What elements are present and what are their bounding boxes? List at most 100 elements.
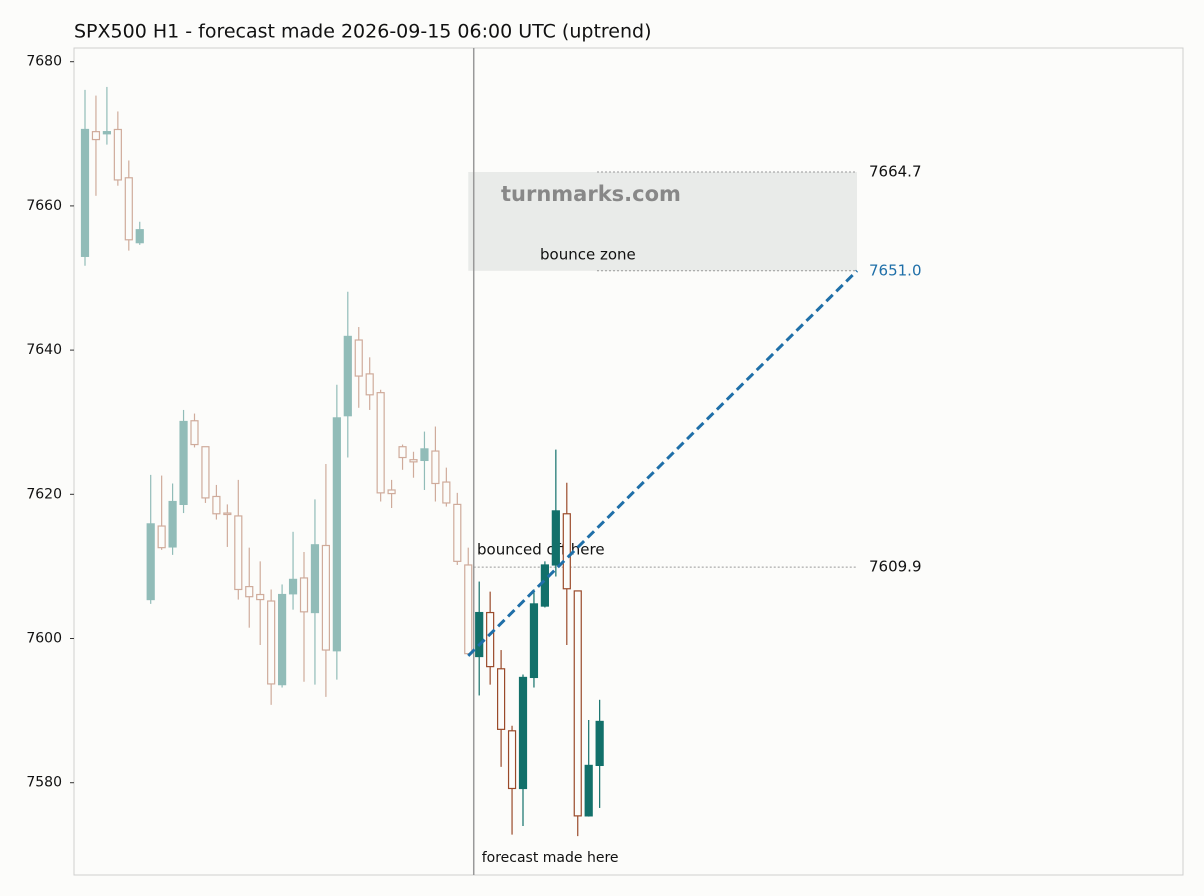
candle <box>431 426 440 502</box>
candle <box>168 483 177 555</box>
candle <box>135 221 144 245</box>
candle-body <box>518 676 528 790</box>
candle-body <box>146 523 155 601</box>
candle <box>573 590 582 837</box>
candle-body <box>179 420 188 506</box>
candle <box>453 492 462 565</box>
candle-body <box>551 510 560 566</box>
candle <box>507 725 517 835</box>
candle-body <box>442 481 451 504</box>
candle-body <box>157 525 166 549</box>
zone-label: bounce zone <box>540 245 636 263</box>
candle <box>584 719 593 817</box>
candle <box>475 581 484 696</box>
candle <box>442 467 451 507</box>
candle-body <box>354 339 363 377</box>
candle-body <box>310 544 320 614</box>
candle-body <box>168 500 177 548</box>
y-tick-label: 7660 <box>26 198 62 214</box>
candle <box>387 479 396 509</box>
candle <box>288 531 298 610</box>
candle-body <box>80 128 90 257</box>
candle-body <box>212 495 221 515</box>
candle <box>562 482 571 645</box>
candle-body <box>190 420 199 446</box>
candle <box>91 95 101 196</box>
candle <box>278 584 287 688</box>
candle-body <box>562 513 571 590</box>
candle <box>518 674 528 826</box>
candle-body <box>321 544 330 651</box>
candle-body <box>102 131 112 135</box>
candle-body <box>256 593 265 601</box>
candle-body <box>278 593 287 686</box>
candle <box>113 111 122 186</box>
candle <box>365 357 374 410</box>
candle-body <box>201 446 210 499</box>
y-tick-label: 7600 <box>26 631 62 647</box>
candle <box>102 86 112 145</box>
candle-body <box>343 335 352 417</box>
candle-body <box>464 564 473 655</box>
y-tick-label: 7680 <box>26 54 62 70</box>
candle <box>80 89 90 266</box>
candle <box>529 589 539 688</box>
candle-body <box>245 585 254 598</box>
candle <box>354 327 363 408</box>
candle <box>124 160 133 251</box>
y-tick-label: 7640 <box>26 342 62 358</box>
candle <box>595 699 604 808</box>
y-tick-label: 7580 <box>26 775 62 791</box>
candle-body <box>398 446 407 459</box>
candle <box>376 389 385 502</box>
watermark: turnmarks.com <box>501 182 681 206</box>
candle-body <box>540 564 550 607</box>
candle <box>234 479 243 600</box>
candle-body <box>234 515 243 591</box>
candle <box>343 291 352 458</box>
y-tick-label: 7620 <box>26 486 62 502</box>
candle <box>299 551 309 682</box>
candle-body <box>387 489 396 495</box>
candle-body <box>223 512 232 516</box>
candle <box>310 499 320 685</box>
candle <box>332 384 341 680</box>
candle-body <box>365 373 374 396</box>
bounce-value-label: 7609.9 <box>869 558 922 576</box>
candle-body <box>409 459 418 463</box>
candle-body <box>507 730 517 790</box>
candle-body <box>529 603 539 679</box>
candle <box>190 413 199 448</box>
candle <box>551 449 560 577</box>
forecast-label: forecast made here <box>482 850 619 866</box>
candle-body <box>135 229 144 244</box>
candle <box>201 446 210 503</box>
candle-body <box>431 450 440 485</box>
candle-body <box>288 578 298 595</box>
candle-body <box>124 177 133 241</box>
candle <box>420 431 429 490</box>
candle <box>212 484 221 520</box>
candle-body <box>453 503 462 562</box>
candle <box>409 451 418 478</box>
candle-body <box>332 417 341 652</box>
candle <box>321 464 330 697</box>
candle-body <box>376 392 385 494</box>
candle <box>256 561 265 645</box>
candle-body <box>584 764 593 817</box>
candle-body <box>595 720 604 767</box>
candle-body <box>299 577 309 613</box>
bounce-label: bounced off here <box>477 541 605 559</box>
candle <box>497 650 506 767</box>
candle-body <box>486 611 495 668</box>
candle-body <box>113 128 122 181</box>
candle <box>398 444 407 470</box>
candle <box>157 475 166 550</box>
candle <box>179 409 188 514</box>
target-label: 7651.0 <box>869 261 922 279</box>
candle <box>540 561 550 608</box>
candle-body <box>475 611 484 658</box>
candle <box>146 474 155 604</box>
trend-line <box>467 269 859 657</box>
